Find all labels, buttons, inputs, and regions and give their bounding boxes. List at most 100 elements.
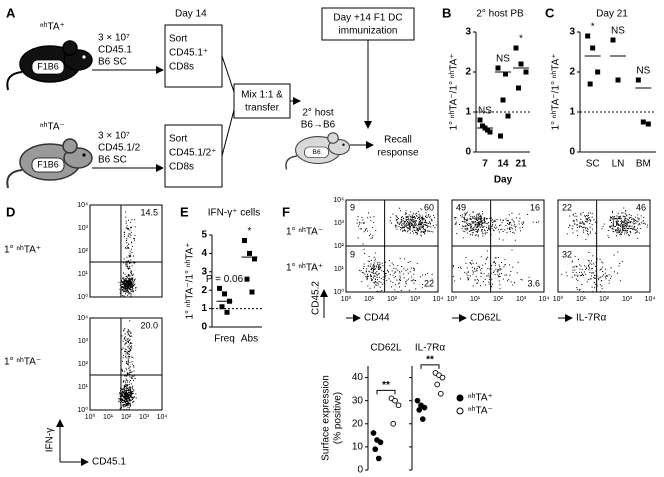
event-dot [576,230,578,232]
event-dot [580,265,582,267]
event-dot [421,287,423,289]
event-dot [588,217,590,219]
event-dot [508,223,510,225]
event-dot [508,279,510,281]
event-dot [494,264,496,266]
event-dot [574,269,576,271]
event-dot [478,218,480,220]
event-dot [579,221,581,223]
event-dot [369,271,371,273]
event-dot [122,281,123,283]
event-dot [493,230,495,232]
event-dot [411,230,413,232]
event-dot [472,234,474,236]
event-dot [408,223,410,225]
event-dot [125,288,127,290]
event-dot [407,224,409,226]
event-dot [509,274,511,276]
annotation: NS [636,66,650,77]
event-dot [572,213,574,215]
event-dot [127,402,129,404]
event-dot [409,215,411,217]
event-dot [486,232,488,234]
event-dot [412,280,414,282]
legend-label: ⁿʰTA⁺ [468,393,493,404]
event-dot [622,224,624,226]
event-dot [121,393,123,395]
event-dot [415,215,417,217]
event-dot [376,291,378,293]
event-dot [491,265,493,267]
event-dot [593,276,595,278]
event-dot [473,221,475,223]
event-dot [406,219,408,220]
flow-tick-label: 10³ [516,296,527,303]
event-dot [414,225,416,227]
event-dot [372,273,374,275]
event-dot [125,386,127,388]
event-dot [578,225,580,227]
event-dot [126,399,128,400]
event-dot [367,260,369,262]
event-dot [624,231,626,233]
label: Recall [384,135,412,146]
event-dot [124,285,126,287]
event-dot [133,238,135,240]
event-dot [634,226,636,228]
event-dot [127,278,129,280]
event-dot [385,273,387,275]
event-dot [511,249,513,251]
event-dot [130,390,132,392]
event-dot [130,287,132,288]
event-dot [124,386,126,387]
bracket [376,389,396,395]
y-tick-label: 2 [201,285,207,296]
event-dot [128,340,130,341]
event-dot [126,369,128,371]
event-dot [126,403,128,405]
quadrant-value: 49 [456,202,466,212]
event-dot [471,260,473,262]
event-dot [477,222,478,224]
event-dot [614,229,616,231]
event-dot [568,227,570,228]
event-dot [125,262,127,264]
event-dot [623,222,625,224]
event-dot [483,281,484,283]
event-dot [123,282,125,284]
event-dot [612,217,614,219]
event-dot [121,335,123,337]
event-dot [375,265,377,267]
event-dot [130,383,132,385]
event-dot [465,220,467,221]
event-dot [398,226,400,228]
event-dot [467,228,469,230]
event-dot [610,267,612,269]
event-dot [399,257,401,259]
event-dot [589,231,591,233]
event-dot [399,286,400,288]
quadrant-value: 3.6 [527,278,540,288]
event-dot [512,232,514,233]
event-dot [469,234,471,235]
event-dot [484,221,486,223]
event-dot [623,230,624,231]
event-dot [124,370,126,372]
event-dot [130,348,132,350]
event-dot [409,225,411,227]
event-dot [638,232,640,234]
event-dot [585,266,587,268]
event-dot [641,222,643,224]
event-dot [460,266,461,268]
event-dot [417,218,419,219]
point [421,404,428,411]
event-dot [583,222,585,224]
event-dot [602,271,604,272]
event-dot [127,334,129,336]
event-dot [122,404,124,406]
event-dot [639,228,641,229]
event-dot [130,332,132,334]
event-dot [133,284,135,286]
event-dot [621,261,623,263]
event-dot [129,262,131,264]
